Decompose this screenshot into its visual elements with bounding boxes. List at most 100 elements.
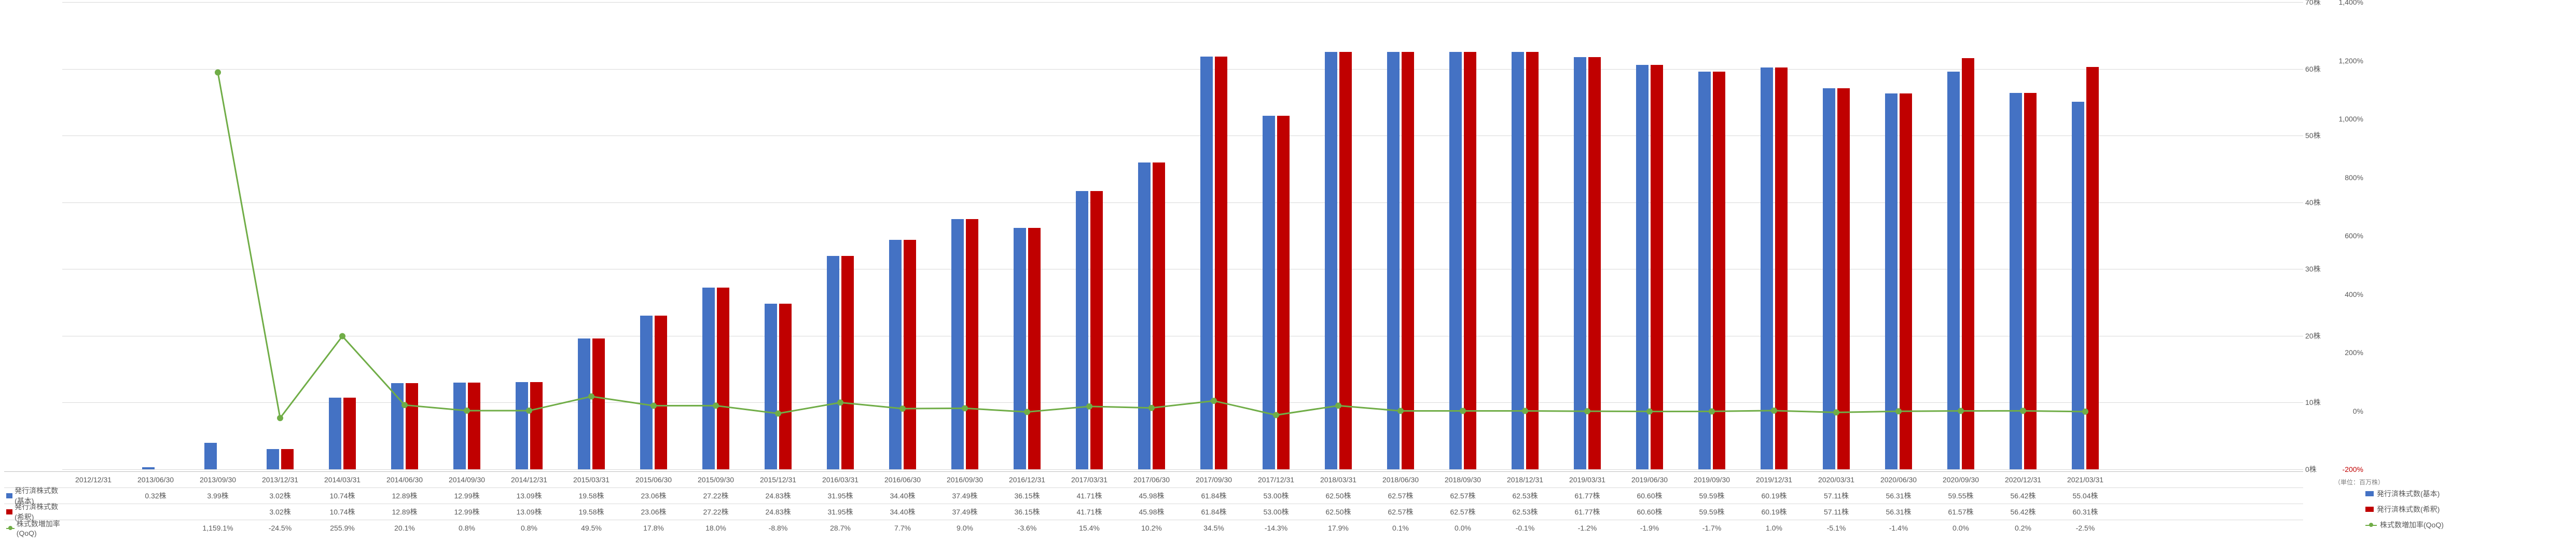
basic-value: 53.00株 <box>1245 491 1307 501</box>
diluted-value: 62.50株 <box>1307 507 1369 517</box>
qoq-value: 0.0% <box>1432 524 1494 532</box>
qoq-marker <box>713 402 719 409</box>
qoq-value: -14.3% <box>1245 524 1307 532</box>
diluted-value: 61.84株 <box>1183 507 1245 517</box>
qoq-marker <box>464 408 470 414</box>
period-label: 2016/03/31 <box>809 476 871 484</box>
y-axis-primary: 0株10株20株30株40株50株60株70株 <box>2303 2 2329 469</box>
basic-value: 3.99株 <box>187 491 249 501</box>
diluted-value: 60.60株 <box>1618 507 1681 517</box>
period-label: 2020/03/31 <box>1805 476 1867 484</box>
diluted-value: 61.57株 <box>1930 507 1992 517</box>
basic-value: 56.31株 <box>1867 491 1930 501</box>
period-label: 2014/09/30 <box>436 476 498 484</box>
qoq-marker <box>1024 409 1030 415</box>
diluted-value: 23.06株 <box>622 507 685 517</box>
unit-label: （単位：百万株） <box>2334 478 2384 486</box>
qoq-value: 18.0% <box>685 524 747 532</box>
period-label: 2015/12/31 <box>747 476 809 484</box>
qoq-value: 9.0% <box>934 524 996 532</box>
basic-value: 60.19株 <box>1743 491 1805 501</box>
period-label: 2017/06/30 <box>1120 476 1183 484</box>
legend-swatch-diluted <box>6 509 12 514</box>
qoq-marker <box>339 333 345 340</box>
period-label: 2018/06/30 <box>1369 476 1432 484</box>
diluted-value: 3.02株 <box>249 507 311 517</box>
basic-value: 55.04株 <box>2054 491 2116 501</box>
basic-value: 59.59株 <box>1681 491 1743 501</box>
qoq-marker <box>650 402 657 409</box>
period-label: 2020/06/30 <box>1867 476 1930 484</box>
qoq-marker <box>1273 412 1279 418</box>
qoq-value: 255.9% <box>311 524 373 532</box>
diluted-value: 19.58株 <box>560 507 622 517</box>
qoq-marker <box>2082 409 2088 415</box>
basic-value: 62.57株 <box>1369 491 1432 501</box>
diluted-value: 31.95株 <box>809 507 871 517</box>
basic-value: 12.99株 <box>436 491 498 501</box>
qoq-value: 10.2% <box>1120 524 1183 532</box>
diluted-value: 61.77株 <box>1556 507 1618 517</box>
diluted-value: 12.99株 <box>436 507 498 517</box>
basic-value: 61.84株 <box>1183 491 1245 501</box>
qoq-marker <box>837 399 843 405</box>
qoq-marker <box>277 415 283 421</box>
basic-value: 12.89株 <box>373 491 436 501</box>
qoq-marker <box>215 70 221 76</box>
qoq-marker <box>1211 398 1217 404</box>
basic-value: 62.50株 <box>1307 491 1369 501</box>
qoq-value: -5.1% <box>1805 524 1867 532</box>
basic-value: 31.95株 <box>809 491 871 501</box>
legend-swatch-qoq <box>6 525 15 531</box>
qoq-value: -24.5% <box>249 524 311 532</box>
period-label: 2020/09/30 <box>1930 476 1992 484</box>
basic-value: 62.57株 <box>1432 491 1494 501</box>
qoq-value: -1.9% <box>1618 524 1681 532</box>
qoq-value: 49.5% <box>560 524 622 532</box>
qoq-marker <box>1895 408 1902 414</box>
diluted-value: 41.71株 <box>1058 507 1120 517</box>
qoq-value: -1.7% <box>1681 524 1743 532</box>
qoq-value: 20.1% <box>373 524 436 532</box>
qoq-marker <box>1646 409 1653 415</box>
qoq-marker <box>1771 408 1777 414</box>
period-label: 2019/06/30 <box>1618 476 1681 484</box>
basic-value: 60.60株 <box>1618 491 1681 501</box>
diluted-value: 62.57株 <box>1432 507 1494 517</box>
period-label: 2014/12/31 <box>498 476 560 484</box>
qoq-marker <box>401 402 408 408</box>
qoq-value: 1,159.1% <box>187 524 249 532</box>
basic-value: 37.49株 <box>934 491 996 501</box>
basic-value: 59.55株 <box>1930 491 1992 501</box>
diluted-value: 10.74株 <box>311 507 373 517</box>
period-label: 2016/09/30 <box>934 476 996 484</box>
legend-qoq-right: 株式数増加率(QoQ) <box>2365 517 2444 533</box>
period-label: 2016/12/31 <box>996 476 1058 484</box>
period-label: 2019/09/30 <box>1681 476 1743 484</box>
qoq-marker <box>1833 409 1839 415</box>
qoq-marker <box>1397 408 1404 414</box>
basic-value: 19.58株 <box>560 491 622 501</box>
period-label: 2013/06/30 <box>124 476 187 484</box>
period-label: 2018/03/31 <box>1307 476 1369 484</box>
diluted-value: 56.31株 <box>1867 507 1930 517</box>
period-label: 2015/03/31 <box>560 476 622 484</box>
period-label: 2017/09/30 <box>1183 476 1245 484</box>
basic-value: 0.32株 <box>124 491 187 501</box>
period-label: 2013/12/31 <box>249 476 311 484</box>
data-table: 2012/12/312013/06/302013/09/302013/12/31… <box>4 471 2303 536</box>
qoq-marker <box>899 405 906 412</box>
period-label: 2014/03/31 <box>311 476 373 484</box>
legend-diluted-right: 発行済株式数(希釈) <box>2365 501 2444 517</box>
diluted-value: 12.89株 <box>373 507 436 517</box>
diluted-value: 56.42株 <box>1992 507 2054 517</box>
qoq-marker <box>588 394 594 400</box>
period-label: 2018/09/30 <box>1432 476 1494 484</box>
basic-value: 61.77株 <box>1556 491 1618 501</box>
qoq-marker <box>962 405 968 411</box>
period-label: 2016/06/30 <box>871 476 934 484</box>
qoq-value: -8.8% <box>747 524 809 532</box>
qoq-marker <box>1584 408 1590 414</box>
basic-value: 24.83株 <box>747 491 809 501</box>
basic-value: 27.22株 <box>685 491 747 501</box>
